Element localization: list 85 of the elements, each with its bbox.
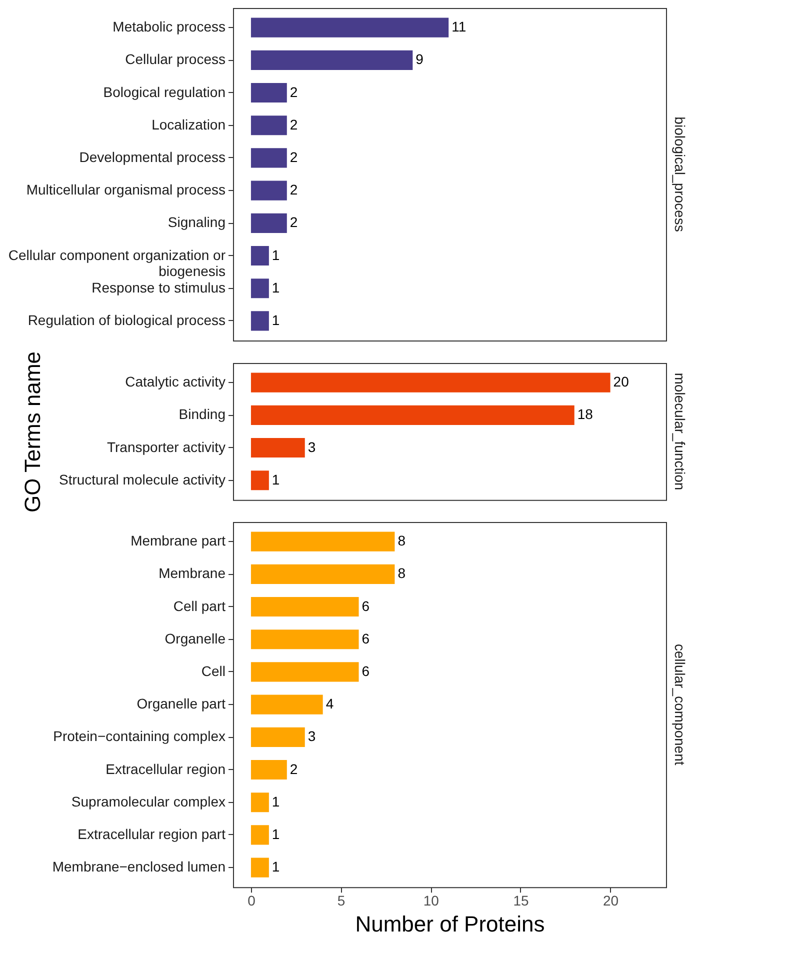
data-label: 2: [290, 116, 298, 132]
y-tick-label: Supramolecular complex: [71, 793, 226, 810]
data-label: 1: [272, 858, 280, 875]
data-label: 20: [613, 374, 630, 390]
x-tick-label: 20: [603, 892, 619, 909]
data-label: 6: [362, 598, 370, 614]
bar: [250, 564, 395, 584]
y-tick-label: Regulation of biological process: [28, 312, 226, 328]
y-tick-label: Extracellular region: [106, 760, 226, 777]
y-tick-label: Membrane: [158, 565, 226, 582]
y-tick-label: Organelle: [164, 630, 226, 646]
data-label: 1: [272, 246, 280, 263]
y-tick-label: Cell: [201, 662, 226, 679]
bar: [250, 50, 413, 70]
text: cellular_component: [672, 644, 688, 766]
text: biological_process: [672, 116, 688, 232]
data-label: 6: [362, 662, 370, 679]
y-tick-label: Protein−containing complex: [53, 728, 226, 744]
bar: [250, 694, 323, 714]
bar: [250, 727, 305, 747]
data-label: 4: [326, 696, 334, 712]
bar: [250, 858, 269, 878]
data-label: 1: [272, 312, 280, 328]
bar: [250, 82, 287, 103]
y-tick-label: Cellular component organization or biogenesis: [8, 246, 226, 279]
x-tick-label: 0: [248, 892, 256, 909]
bar: [250, 438, 305, 458]
data-label: 3: [308, 728, 316, 744]
y-tick-label: Metabolic process: [112, 18, 226, 35]
y-tick-label: Binding: [178, 406, 226, 422]
data-label: 1: [272, 793, 280, 810]
y-tick-label: Cell part: [173, 598, 226, 614]
bar: [250, 148, 287, 168]
text: molecular_function: [672, 372, 688, 490]
y-tick-label: Bological regulation: [103, 84, 226, 100]
y-tick-label: Developmental process: [79, 148, 226, 165]
x-tick-label: 5: [337, 892, 346, 909]
data-label: 11: [452, 18, 466, 35]
bar: [250, 470, 269, 490]
bar: [250, 213, 287, 233]
bar: [250, 792, 269, 812]
y-tick-label: Response to stimulus: [92, 279, 226, 296]
data-label: 2: [290, 84, 298, 100]
data-label: 3: [308, 438, 316, 455]
bar: [250, 18, 449, 38]
data-label: 6: [362, 630, 370, 646]
y-tick-label: Cellular process: [125, 51, 226, 68]
y-tick-label: Membrane part: [130, 532, 226, 549]
bar: [250, 825, 269, 845]
y-tick-label: Signaling: [168, 214, 226, 230]
bar: [250, 372, 610, 392]
bar: [250, 760, 287, 780]
bar: [250, 116, 287, 136]
bar: [250, 405, 574, 425]
x-tick-label: 15: [513, 892, 529, 909]
bar: [250, 630, 359, 650]
y-tick-label: Membrane−enclosed lumen: [52, 858, 226, 875]
data-label: 2: [290, 760, 298, 777]
data-label: 1: [272, 279, 280, 296]
bar: [250, 662, 359, 682]
bar: [250, 180, 287, 200]
bar: [250, 246, 269, 266]
data-label: 8: [398, 532, 406, 549]
data-label: 8: [398, 565, 406, 582]
data-label: 1: [272, 471, 280, 488]
y-tick-label: Transporter activity: [106, 438, 226, 455]
data-label: 2: [290, 214, 298, 230]
y-tick-label: Catalytic activity: [125, 374, 226, 390]
data-label: 2: [290, 182, 298, 198]
data-label: 2: [290, 148, 298, 165]
y-tick-label: Organelle part: [136, 696, 226, 712]
data-label: 18: [577, 406, 594, 422]
y-tick-label: Localization: [152, 116, 226, 132]
bar: [250, 532, 395, 552]
data-label: 9: [416, 51, 424, 68]
data-label: 1: [272, 826, 280, 842]
bar: [250, 311, 269, 331]
y-tick-label: Multicellular organismal process: [26, 182, 226, 198]
y-axis-title: GO Terms name: [20, 351, 45, 512]
y-tick-label: Structural molecule activity: [58, 471, 226, 488]
x-axis-title: Number of Proteins: [355, 912, 545, 937]
y-tick-label: Extracellular region part: [78, 826, 226, 842]
bar: [250, 278, 269, 298]
x-tick-label: 10: [423, 892, 440, 909]
bar: [250, 596, 359, 617]
